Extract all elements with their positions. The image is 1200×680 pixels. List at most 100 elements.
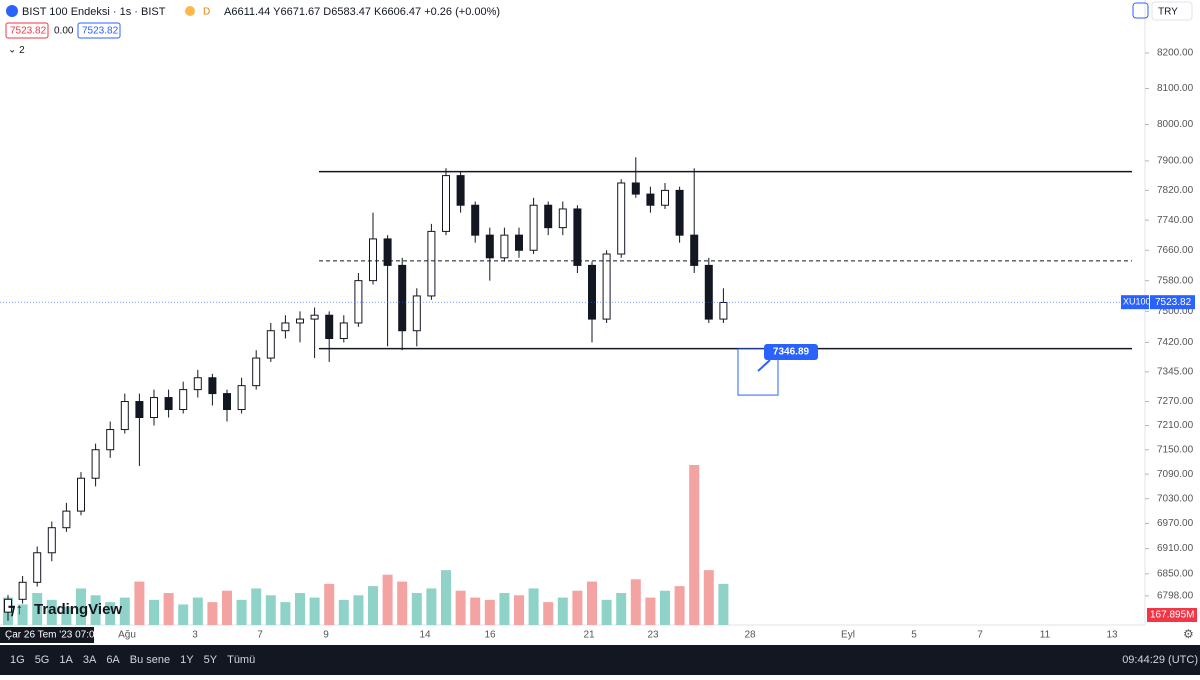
range-button[interactable]: 5Y — [204, 654, 218, 666]
candle-body — [252, 357, 261, 387]
volume-bar — [61, 606, 72, 625]
y-tick-label: 6970.00 — [1157, 518, 1194, 529]
x-tick-label: 7 — [977, 630, 983, 641]
candle-body — [398, 264, 407, 332]
volume-bar — [222, 590, 232, 625]
volume-bar — [616, 593, 627, 625]
volume-bar — [441, 570, 451, 625]
y-tick-label: 8100.00 — [1157, 83, 1194, 94]
start-label: Çar 26 Tem '23 07:00 — [5, 630, 101, 641]
settings[interactable]: ⚙ — [1183, 627, 1194, 641]
candle-body — [106, 429, 115, 451]
candle-body — [354, 280, 363, 324]
target-label: 7346.89 — [773, 347, 810, 358]
volume-bar — [572, 590, 583, 625]
x-tick-label: 9 — [323, 630, 329, 641]
range-button[interactable]: Bu sene — [130, 654, 170, 666]
volume-bar — [207, 602, 218, 625]
candle-body — [164, 397, 173, 411]
target-box[interactable] — [737, 348, 779, 396]
last-price-bg — [1150, 295, 1195, 310]
volume-bar — [265, 595, 276, 625]
volume-bar — [674, 586, 685, 625]
range-button[interactable]: Tümü — [227, 654, 255, 666]
x-tick-label: Eyl — [841, 630, 855, 641]
bid-box[interactable] — [5, 22, 49, 39]
indicator-toggle[interactable]: ⌄ 2 — [8, 45, 25, 56]
bid: 7523.82 — [10, 26, 47, 37]
volume-bar — [411, 593, 422, 625]
range-button[interactable]: 6A — [106, 654, 120, 666]
candle-body — [296, 318, 304, 324]
candle-body — [427, 230, 436, 297]
ohlc: A6611.44 Y6671.67 D6583.47 K6606.47 +0.2… — [224, 6, 500, 18]
volume-bar — [499, 593, 510, 625]
x-tick-label: 23 — [647, 630, 659, 641]
compare-button[interactable] — [1132, 2, 1149, 19]
candle-body — [91, 449, 100, 479]
candle-body — [47, 527, 56, 554]
x-tick-label: Ağu — [118, 630, 136, 641]
volume-bar — [587, 581, 597, 625]
candle-body — [237, 385, 246, 411]
y-tick-label: 7270.00 — [1157, 396, 1194, 407]
volume-bar — [178, 604, 189, 625]
symbol-tag-bg — [1121, 295, 1149, 310]
volume-bar — [236, 599, 247, 625]
volume-bar — [528, 588, 539, 625]
volume-bar — [295, 593, 305, 625]
y-tick-label: 7740.00 — [1157, 215, 1194, 226]
volume-bar — [32, 593, 43, 625]
last-price-label: 7523.82 — [1155, 297, 1192, 308]
candle-body — [18, 581, 27, 600]
candle-body — [471, 204, 480, 236]
currency-button[interactable] — [1151, 1, 1193, 21]
range-button[interactable]: 5G — [35, 654, 50, 666]
candle-body — [602, 253, 611, 320]
range-button[interactable]: 3A — [83, 654, 97, 666]
y-tick-label: 7500.00 — [1157, 306, 1194, 317]
target-label-bg — [764, 344, 818, 360]
y-tick-label: 8200.00 — [1157, 48, 1194, 59]
candle-body — [588, 264, 596, 320]
volume-bar — [426, 588, 437, 625]
volume-bar — [660, 590, 670, 625]
x-tick-label: 5 — [911, 630, 917, 641]
volume-bar — [382, 574, 393, 625]
range-button[interactable]: 1G — [10, 654, 25, 666]
volume-bar — [163, 593, 174, 625]
candle-body — [266, 330, 275, 359]
symbol[interactable]: BIST 100 Endeksi · 1s · BIST — [22, 6, 166, 18]
candle-body — [690, 234, 699, 266]
x-tick-label: 28 — [744, 630, 756, 641]
candle-body — [339, 322, 348, 340]
volume-bar — [149, 599, 159, 625]
candle-body — [33, 552, 42, 583]
range-button[interactable]: 1Y — [180, 654, 194, 666]
candle-body — [310, 314, 319, 320]
candle-body — [617, 182, 626, 255]
candle-body — [631, 182, 640, 195]
volume-bar — [397, 581, 408, 625]
candle-body — [515, 234, 523, 251]
volume-bar — [134, 581, 145, 625]
candle-body — [77, 477, 85, 512]
candle-body — [179, 389, 188, 411]
range-button[interactable]: 1A — [59, 654, 73, 666]
volume-bar — [455, 590, 466, 625]
candle-body — [558, 208, 567, 229]
candle-body — [485, 234, 494, 259]
x-tick-label: 16 — [484, 630, 496, 641]
y-tick-label: 7030.00 — [1157, 493, 1194, 504]
volume-bar — [514, 595, 524, 625]
ask-box[interactable] — [77, 22, 121, 39]
volume-label-bg — [1147, 608, 1197, 622]
volume-bar — [76, 588, 86, 625]
candle-body — [456, 175, 465, 206]
volume-bar — [251, 588, 262, 625]
candle-body — [412, 295, 421, 332]
candle-body — [529, 204, 538, 251]
ask: 7523.82 — [82, 26, 119, 37]
volume-bar — [324, 583, 335, 625]
volume-bar — [601, 599, 612, 625]
